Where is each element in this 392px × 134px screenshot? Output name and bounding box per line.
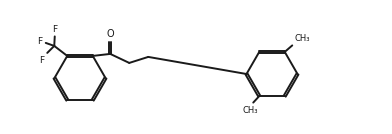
Text: CH₃: CH₃	[243, 106, 258, 115]
Text: O: O	[107, 29, 114, 39]
Text: F: F	[52, 25, 57, 34]
Text: CH₃: CH₃	[295, 34, 310, 43]
Text: F: F	[36, 37, 42, 46]
Text: F: F	[39, 56, 44, 65]
